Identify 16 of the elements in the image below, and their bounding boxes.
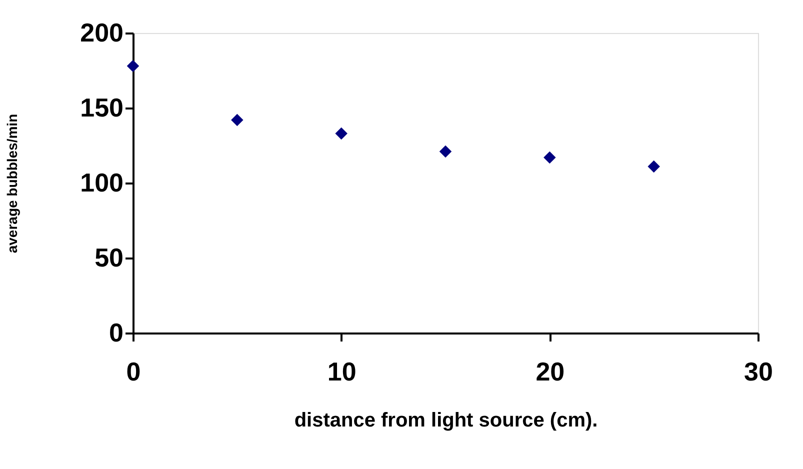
y-axis-title: average bubbles/min <box>4 114 20 254</box>
point <box>648 160 660 173</box>
y-tick-label: 0 <box>109 318 124 348</box>
y-tick-label: 100 <box>80 168 124 198</box>
x-tick-label: 10 <box>327 356 356 386</box>
x-tick-label: 30 <box>744 356 773 386</box>
point <box>335 127 348 140</box>
y-tick-label: 50 <box>94 242 124 272</box>
x-axis-title: distance from light source (cm). <box>294 410 598 432</box>
point <box>544 151 556 164</box>
y-tick-label: 200 <box>80 18 124 48</box>
point <box>439 145 452 158</box>
point <box>126 60 140 72</box>
x-tick-label: 20 <box>536 356 565 386</box>
y-tick-label: 150 <box>80 92 124 122</box>
point <box>231 114 244 126</box>
